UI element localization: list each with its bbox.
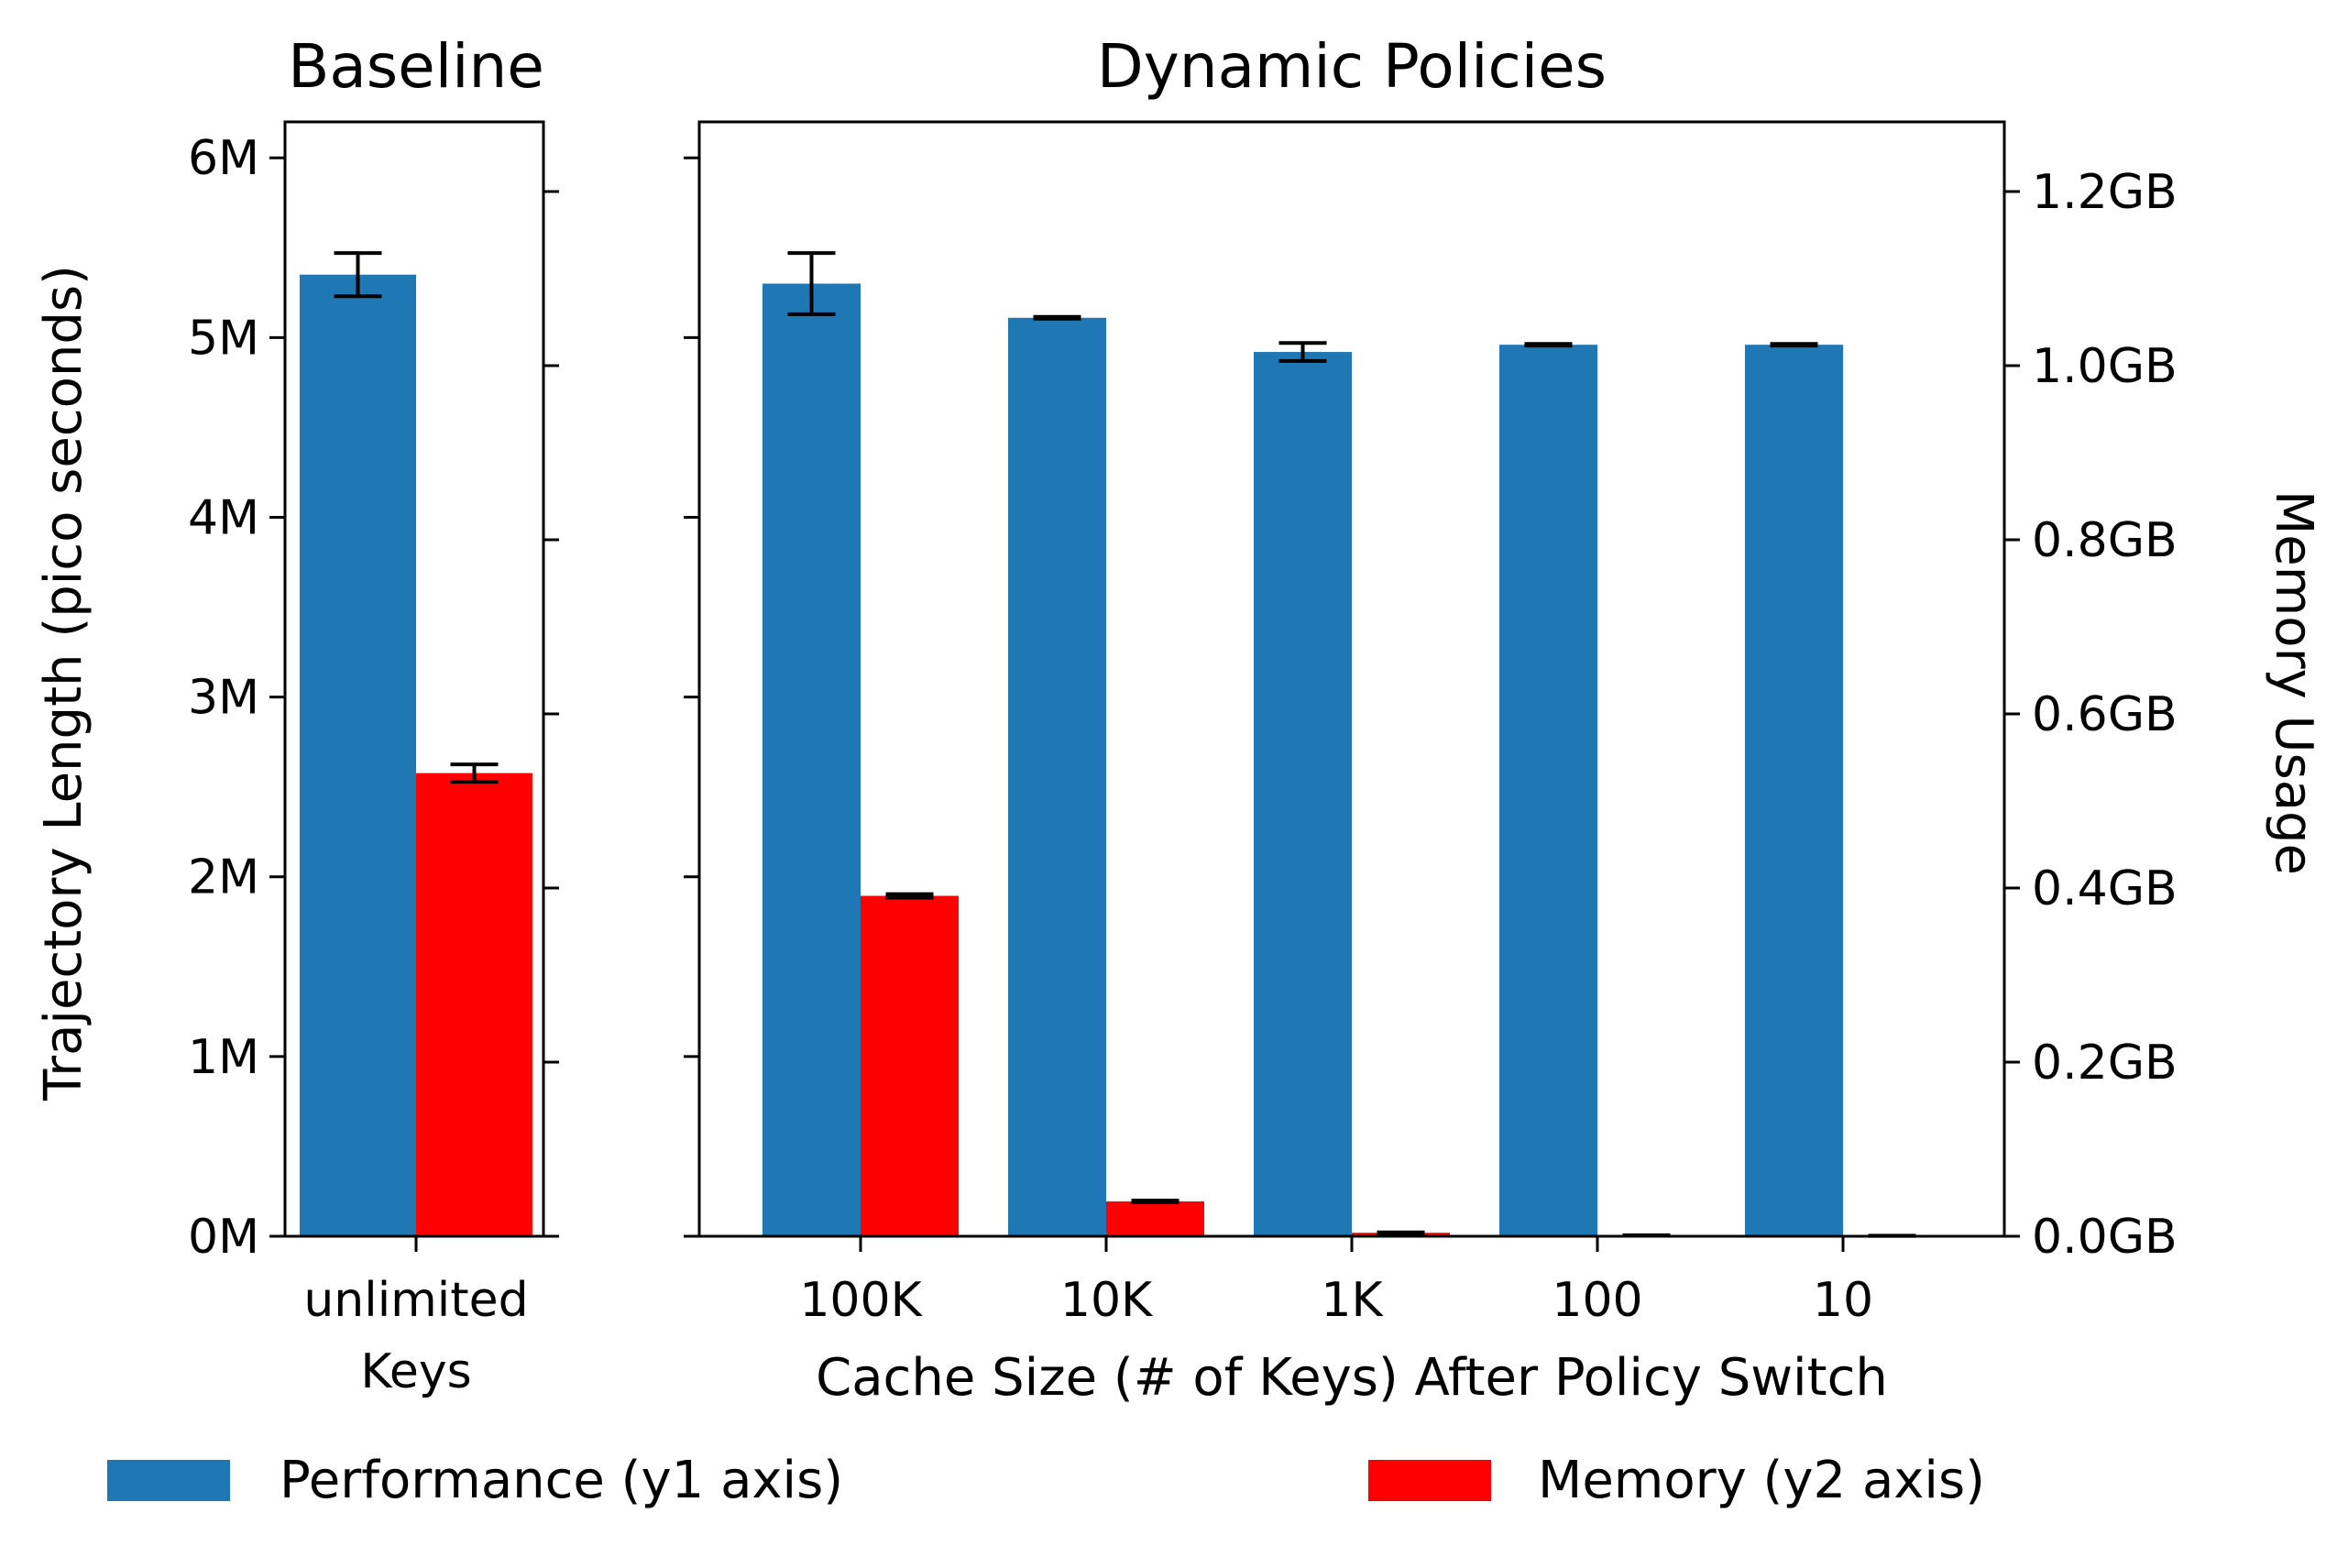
dynamic-performance-bar-100 (1499, 345, 1597, 1236)
dynamic-x-tick-label-10k-0: 10K (1060, 1273, 1154, 1328)
dynamic-y2-tick-label-2: 0.4GB (2032, 861, 2178, 916)
baseline-performance-error-bar-unlimited (334, 251, 382, 299)
dynamic-memory-error-bar-1k (1377, 1230, 1425, 1235)
y2-axis-label: Memory Usage (2264, 490, 2323, 875)
dynamic-performance-bar-10k (1008, 317, 1106, 1236)
dynamic-performance-error-bar-10k (1033, 314, 1081, 321)
baseline-title: Baseline (288, 31, 544, 102)
baseline-memory-error-bar-unlimited (450, 762, 499, 784)
dynamic-performance-error-bar-100k (787, 251, 836, 316)
dynamic-memory-error-bar-10k (1131, 1199, 1179, 1204)
baseline-y1-tick-label-6: 6M (188, 131, 259, 186)
baseline-y1-tick-label-4: 4M (188, 490, 259, 545)
legend-swatch-performance (107, 1460, 230, 1501)
dynamic-memory-bar-100k (861, 895, 959, 1236)
baseline-performance-bar-unlimited (300, 274, 416, 1236)
baseline-y1-tick-label-1: 1M (188, 1030, 259, 1085)
y1-axis-label: Trajectory Length (pico seconds) (34, 265, 93, 1102)
dynamic-y2-tick-label-6: 1.2GB (2032, 165, 2178, 220)
baseline-x-tick-label-unlimited-0: unlimited (303, 1273, 528, 1328)
dynamic-performance-error-bar-100 (1524, 342, 1573, 348)
dynamic-memory-error-bar-100k (885, 892, 934, 900)
legend-label-performance: Performance (y1 axis) (280, 1451, 843, 1510)
baseline-y1-tick-label-2: 2M (188, 850, 259, 905)
dynamic-performance-bar-1k (1254, 352, 1352, 1236)
x-axis-label: Cache Size (# of Keys) After Policy Swit… (816, 1348, 1888, 1408)
dynamic-policies-panel: 100K 10K 1K 100 10 0.0GB 0.2GB 0.4GB 0.6GB 0.8GB 1… (684, 120, 2178, 1328)
dynamic-performance-bar-100k (763, 283, 861, 1237)
baseline-y1-tick-label-5: 5M (188, 311, 259, 366)
dynamic-y2-tick-label-4: 0.8GB (2032, 513, 2178, 568)
baseline-panel: unlimited Keys 0M 1M 2M 3M 4M 5M 6M (188, 120, 559, 1399)
baseline-x-tick-label-unlimited-1: Keys (360, 1344, 471, 1399)
dynamic-y2-tick-label-0: 0.0GB (2032, 1210, 2178, 1265)
legend: Performance (y1 axis) Memory (y2 axis) (107, 1451, 1985, 1510)
dynamic-x-tick-label-100-0: 100 (1552, 1273, 1642, 1328)
dynamic-y2-tick-label-3: 0.6GB (2032, 687, 2178, 742)
dynamic-plot-frame (697, 120, 2006, 1238)
baseline-y1-tick-label-3: 3M (188, 671, 259, 726)
dynamic-memory-bar-10k (1106, 1201, 1204, 1236)
dynamic-x-tick-label-100k-0: 100K (799, 1273, 923, 1328)
dynamic-x-tick-label-1k-0: 1K (1321, 1273, 1384, 1328)
dynamic-y2-tick-label-5: 1.0GB (2032, 339, 2178, 394)
baseline-y1-tick-label-0: 0M (188, 1210, 259, 1265)
dynamic-y2-tick-label-1: 0.2GB (2032, 1036, 2178, 1091)
baseline-memory-bar-unlimited (416, 773, 532, 1236)
dynamic-x-tick-label-10-0: 10 (1813, 1273, 1873, 1328)
dynamic-performance-error-bar-1k (1278, 341, 1327, 363)
dynamic-performance-bar-10 (1745, 345, 1843, 1236)
legend-label-memory: Memory (y2 axis) (1538, 1451, 1985, 1510)
dynamic-title: Dynamic Policies (1097, 31, 1607, 102)
baseline-plot-frame (283, 120, 545, 1238)
dynamic-performance-error-bar-10 (1770, 342, 1818, 348)
legend-swatch-memory (1368, 1460, 1491, 1501)
